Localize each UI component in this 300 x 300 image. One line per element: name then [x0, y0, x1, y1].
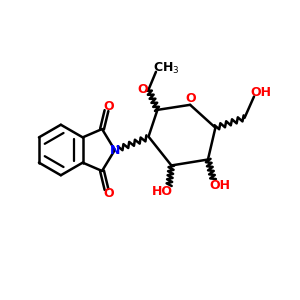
Text: O: O [103, 100, 114, 113]
Text: O: O [185, 92, 196, 105]
Text: OH: OH [250, 86, 271, 99]
Text: CH$_3$: CH$_3$ [153, 61, 180, 76]
Text: O: O [103, 187, 114, 200]
Text: N: N [110, 143, 120, 157]
Text: O: O [138, 82, 148, 96]
Text: OH: OH [209, 178, 230, 192]
Text: HO: HO [152, 184, 173, 197]
